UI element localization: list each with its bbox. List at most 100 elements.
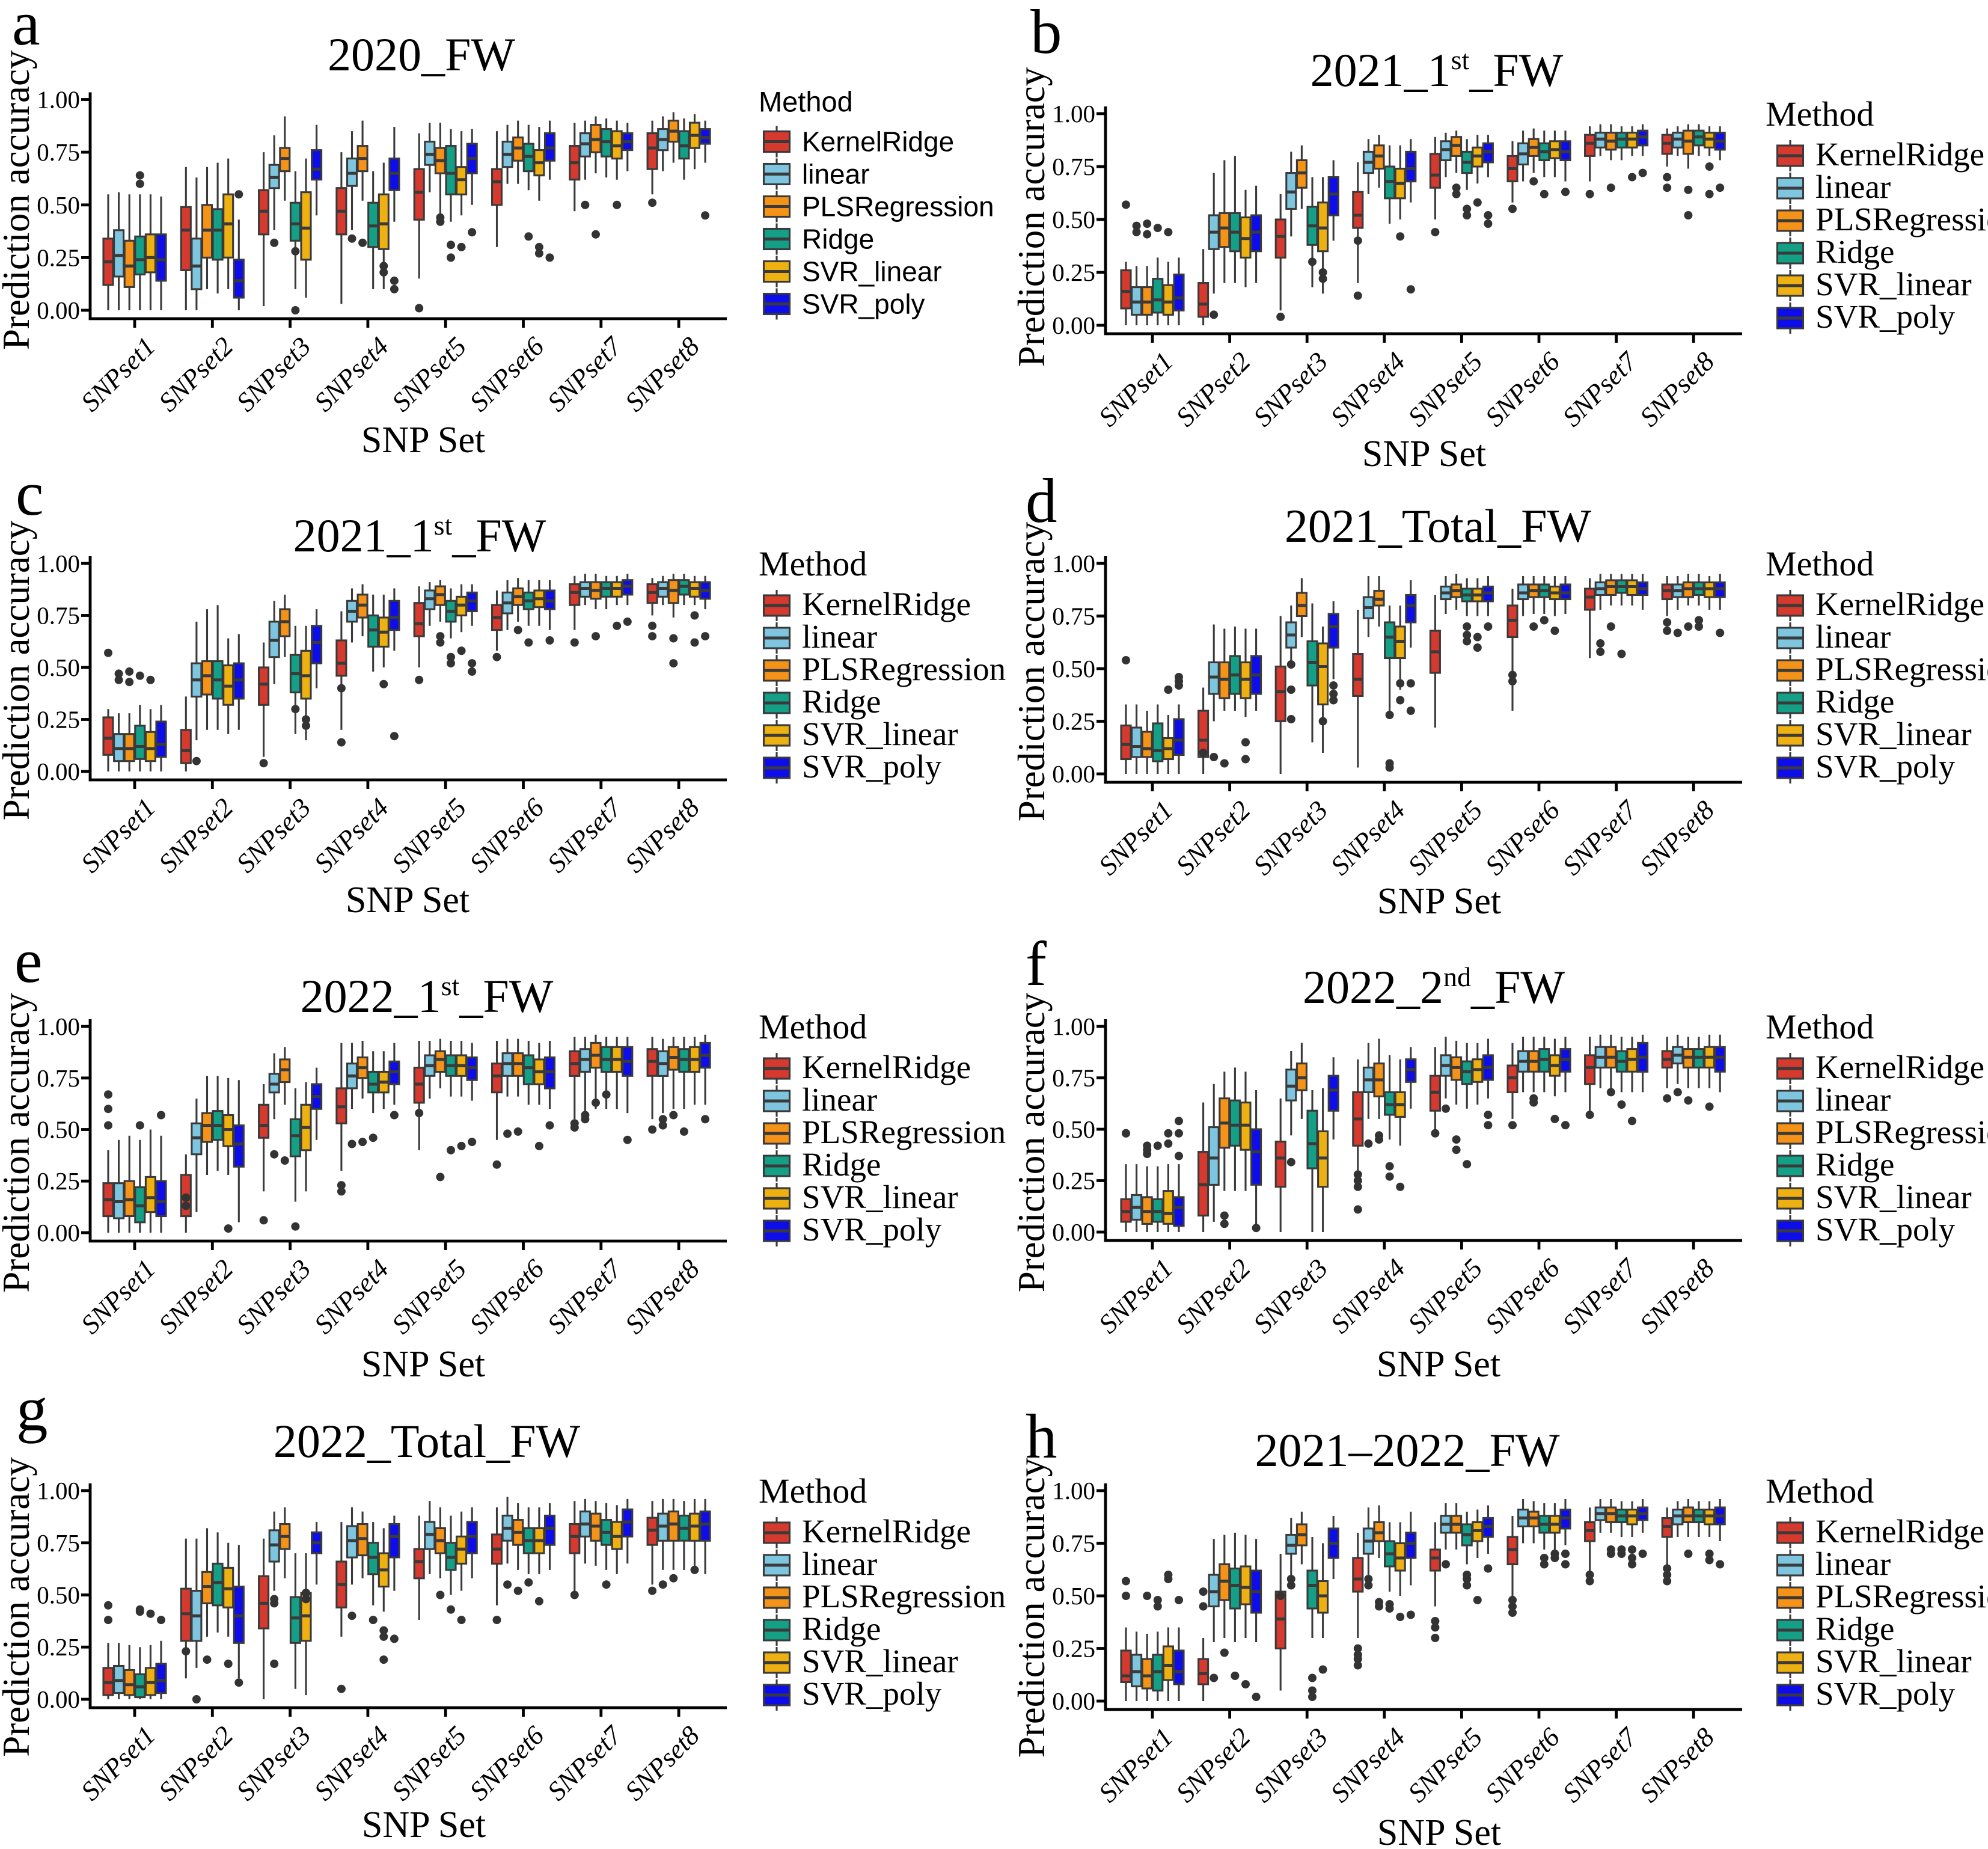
svg-text:PLSRegression: PLSRegression (802, 1578, 1006, 1614)
svg-text:Prediction accuracy: Prediction accuracy (1011, 67, 1053, 367)
svg-text:0.25: 0.25 (37, 1633, 80, 1661)
svg-text:0.25: 0.25 (1052, 259, 1095, 286)
svg-text:SNP Set: SNP Set (1362, 434, 1486, 474)
svg-text:Method: Method (1766, 94, 1874, 133)
svg-text:1.00: 1.00 (37, 550, 80, 577)
svg-text:2021–2022_FW: 2021–2022_FW (1255, 1424, 1560, 1476)
svg-text:SNP Set: SNP Set (1377, 1344, 1500, 1385)
svg-text:SVR_poly: SVR_poly (802, 289, 925, 320)
svg-text:0.25: 0.25 (37, 1167, 80, 1195)
svg-text:SVR_linear: SVR_linear (1815, 266, 1972, 302)
svg-text:SVR_poly: SVR_poly (802, 1211, 942, 1248)
svg-text:PLSRegression: PLSRegression (1815, 1578, 1988, 1614)
svg-text:KernelRidge: KernelRidge (802, 1049, 971, 1085)
svg-text:linear: linear (1815, 618, 1891, 655)
svg-text:SVR_poly: SVR_poly (802, 748, 942, 785)
svg-text:SVR_poly: SVR_poly (1815, 298, 1956, 335)
svg-text:Prediction accuracy: Prediction accuracy (1011, 1458, 1053, 1758)
svg-text:linear: linear (802, 618, 877, 655)
svg-text:linear: linear (802, 1081, 877, 1118)
svg-text:SVR_linear: SVR_linear (1815, 1179, 1972, 1215)
svg-text:SVR_linear: SVR_linear (1815, 716, 1972, 752)
svg-text:Method: Method (759, 1007, 867, 1046)
svg-text:PLSRegression: PLSRegression (802, 1114, 1006, 1150)
svg-text:KernelRidge: KernelRidge (1815, 586, 1984, 622)
svg-text:linear: linear (1815, 1545, 1891, 1582)
svg-text:linear: linear (1815, 1081, 1891, 1118)
svg-text:0.50: 0.50 (1052, 206, 1095, 233)
svg-text:g: g (16, 1373, 48, 1444)
svg-text:0.50: 0.50 (37, 654, 80, 681)
svg-text:Ridge: Ridge (802, 1146, 881, 1183)
svg-text:0.00: 0.00 (37, 758, 80, 785)
svg-text:0.00: 0.00 (1052, 1687, 1095, 1715)
svg-text:0.50: 0.50 (37, 1581, 80, 1609)
svg-text:SVR_poly: SVR_poly (1815, 1211, 1956, 1248)
svg-text:SNP Set: SNP Set (361, 1344, 485, 1385)
svg-text:KernelRidge: KernelRidge (802, 586, 971, 622)
svg-text:2021_1st​_FW: 2021_1st​_FW (1311, 44, 1564, 96)
svg-text:KernelRidge: KernelRidge (1815, 1049, 1984, 1085)
svg-text:PLSRegression: PLSRegression (802, 651, 1006, 687)
svg-text:linear: linear (802, 1545, 877, 1582)
svg-text:0.50: 0.50 (1052, 1582, 1095, 1610)
svg-text:h: h (1026, 1401, 1057, 1471)
svg-text:SVR_linear: SVR_linear (802, 1643, 958, 1679)
svg-text:SNP Set: SNP Set (346, 880, 469, 921)
svg-text:linear: linear (802, 159, 870, 190)
svg-text:0.50: 0.50 (37, 191, 80, 219)
svg-text:2021_1st​_FW: 2021_1st​_FW (293, 509, 546, 562)
svg-text:0.25: 0.25 (1052, 708, 1095, 735)
svg-text:b: b (1030, 0, 1062, 67)
svg-text:0.00: 0.00 (1052, 760, 1095, 788)
svg-text:a: a (12, 0, 40, 58)
svg-text:0.00: 0.00 (37, 1685, 80, 1713)
svg-text:0.75: 0.75 (1052, 1064, 1095, 1092)
svg-text:Prediction accuracy: Prediction accuracy (0, 993, 37, 1293)
svg-text:Ridge: Ridge (1815, 1610, 1894, 1647)
svg-text:SNP Set: SNP Set (362, 1805, 486, 1845)
svg-text:SVR_linear: SVR_linear (802, 1179, 958, 1215)
svg-text:0.25: 0.25 (37, 244, 80, 271)
svg-text:SVR_poly: SVR_poly (1815, 1675, 1956, 1712)
svg-text:0.75: 0.75 (37, 602, 80, 630)
svg-text:0.50: 0.50 (1052, 655, 1095, 682)
svg-text:2021_Total_FW: 2021_Total_FW (1285, 500, 1592, 552)
svg-text:Ridge: Ridge (1815, 233, 1894, 270)
svg-text:1.00: 1.00 (37, 1477, 80, 1504)
svg-text:KernelRidge: KernelRidge (1815, 136, 1984, 173)
svg-text:1.00: 1.00 (1052, 550, 1095, 577)
svg-text:0.25: 0.25 (37, 706, 80, 734)
svg-text:SVR_poly: SVR_poly (802, 1675, 942, 1712)
svg-text:d: d (1026, 465, 1057, 536)
svg-text:Ridge: Ridge (802, 224, 874, 255)
svg-text:Prediction accuracy: Prediction accuracy (1011, 521, 1053, 821)
svg-text:2022_2nd​_FW: 2022_2nd​_FW (1303, 961, 1565, 1013)
svg-text:0.25: 0.25 (1052, 1167, 1095, 1195)
svg-text:SNP Set: SNP Set (1377, 881, 1501, 922)
svg-text:SVR_linear: SVR_linear (1815, 1643, 1972, 1679)
svg-text:1.00: 1.00 (1052, 1477, 1095, 1504)
svg-text:KernelRidge: KernelRidge (802, 126, 954, 158)
svg-text:e: e (14, 925, 43, 996)
svg-text:KernelRidge: KernelRidge (1815, 1513, 1984, 1550)
svg-text:0.75: 0.75 (37, 138, 80, 166)
svg-text:Prediction accuracy: Prediction accuracy (0, 50, 37, 350)
svg-text:0.00: 0.00 (37, 1219, 80, 1246)
svg-text:0.75: 0.75 (37, 1064, 80, 1092)
svg-text:KernelRidge: KernelRidge (802, 1513, 971, 1550)
svg-text:0.00: 0.00 (1052, 311, 1095, 339)
svg-text:SVR_linear: SVR_linear (802, 716, 958, 752)
svg-text:1.00: 1.00 (1052, 1013, 1095, 1040)
svg-text:c: c (16, 458, 44, 529)
svg-text:2020_FW: 2020_FW (328, 28, 515, 81)
svg-text:0.25: 0.25 (1052, 1635, 1095, 1663)
svg-text:PLSRegression: PLSRegression (802, 191, 994, 222)
svg-text:1.00: 1.00 (37, 1013, 80, 1040)
svg-text:Method: Method (759, 86, 853, 118)
svg-text:linear: linear (1815, 168, 1891, 205)
svg-text:0.75: 0.75 (1052, 603, 1095, 630)
svg-text:PLSRegression: PLSRegression (1815, 201, 1988, 238)
svg-text:f: f (1026, 928, 1047, 999)
svg-text:Method: Method (759, 544, 867, 583)
